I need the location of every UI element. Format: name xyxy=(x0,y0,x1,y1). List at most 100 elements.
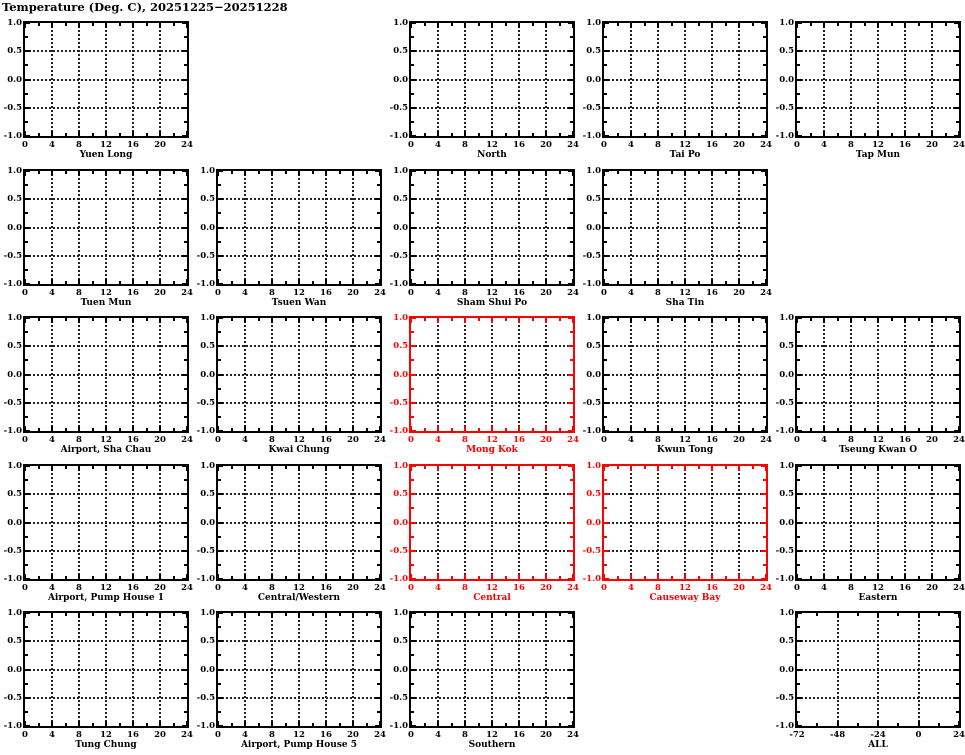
tick-mark xyxy=(797,535,800,538)
tick-mark xyxy=(568,317,573,319)
gridline-horizontal xyxy=(411,493,573,496)
x-tick-label: 16 xyxy=(706,583,718,593)
tick-mark xyxy=(491,426,493,431)
plot-frame-causeway-bay xyxy=(602,464,768,581)
tick-mark xyxy=(25,135,30,137)
tick-mark xyxy=(697,281,700,284)
tick-mark xyxy=(850,426,852,431)
tick-mark xyxy=(568,521,573,524)
tick-mark xyxy=(218,696,223,699)
y-tick-label: 0.0 xyxy=(200,517,215,528)
tick-mark xyxy=(411,725,416,727)
tick-mark xyxy=(271,721,273,726)
tick-mark xyxy=(25,612,30,614)
tick-mark xyxy=(375,283,380,285)
tick-mark xyxy=(477,613,480,616)
gridline-horizontal xyxy=(218,198,380,201)
tick-mark xyxy=(836,428,839,431)
tick-mark xyxy=(711,171,713,176)
tick-mark xyxy=(51,318,53,323)
tick-mark xyxy=(184,387,187,390)
tick-mark xyxy=(504,466,507,469)
y-tick-label: 0.5 xyxy=(7,194,22,205)
tick-mark xyxy=(352,279,354,284)
tick-mark xyxy=(603,171,605,176)
gridline-horizontal xyxy=(411,106,573,109)
tick-mark xyxy=(751,171,754,174)
x-tick-label: 0 xyxy=(794,140,800,150)
tick-mark xyxy=(604,387,607,390)
tick-mark xyxy=(797,78,802,81)
tick-mark xyxy=(491,466,493,471)
tick-mark xyxy=(816,613,819,616)
tick-mark xyxy=(797,563,800,566)
tick-mark xyxy=(491,23,493,28)
tick-mark xyxy=(765,426,767,431)
tick-mark xyxy=(91,281,94,284)
x-tick-label: 16 xyxy=(899,435,911,445)
tick-mark xyxy=(657,131,659,136)
x-tick-label: 12 xyxy=(486,730,498,740)
tick-mark xyxy=(464,613,466,618)
tick-mark xyxy=(218,430,223,432)
tick-mark xyxy=(375,198,380,201)
x-tick-label: 24 xyxy=(181,583,193,593)
tick-mark xyxy=(850,466,852,471)
tick-mark xyxy=(604,331,607,334)
x-tick-label: 4 xyxy=(435,730,441,740)
tick-mark xyxy=(724,171,727,174)
x-tick-label: 0 xyxy=(601,288,607,298)
tick-mark xyxy=(751,281,754,284)
tick-mark xyxy=(244,613,246,618)
tick-mark xyxy=(531,428,534,431)
tick-mark xyxy=(437,721,439,726)
tick-mark xyxy=(410,466,412,471)
y-tick-label: -0.5 xyxy=(389,102,408,113)
tick-mark xyxy=(931,23,933,28)
x-tick-label: 12 xyxy=(100,435,112,445)
gridline-horizontal xyxy=(604,78,766,81)
chart-cell-airport-pump-house-5: 1.0 0.5 0.0 -0.5 -1.0 0 4 8 12 16 20 24 Airport, Pum… xyxy=(193,603,386,751)
tick-mark xyxy=(184,507,187,510)
tick-mark xyxy=(531,466,534,469)
chart-cell-tai-po: 1.0 0.5 0.0 -0.5 -1.0 0 4 8 12 16 20 24 Tai Po xyxy=(579,13,772,161)
tick-mark xyxy=(118,613,121,616)
tick-mark xyxy=(25,521,30,524)
y-tick-label: 1.0 xyxy=(779,313,794,323)
x-tick-label: 0 xyxy=(22,435,28,445)
tick-mark xyxy=(684,279,686,284)
tick-mark xyxy=(518,279,520,284)
tick-mark xyxy=(763,331,766,334)
gridline-horizontal xyxy=(797,373,959,376)
tick-mark xyxy=(931,574,933,579)
tick-mark xyxy=(763,36,766,39)
tick-mark xyxy=(423,613,426,616)
tick-mark xyxy=(298,613,300,618)
tick-mark xyxy=(298,279,300,284)
tick-mark xyxy=(132,466,134,471)
tick-mark xyxy=(411,198,416,201)
tick-mark xyxy=(411,92,414,95)
tick-mark xyxy=(37,23,40,26)
tick-mark xyxy=(377,535,380,538)
tick-mark xyxy=(568,170,573,172)
tick-mark xyxy=(311,281,314,284)
x-tick-label: 20 xyxy=(540,288,552,298)
y-tick-label: 0.0 xyxy=(779,517,794,528)
y-tick-label: 0.5 xyxy=(779,341,794,352)
x-tick-label: 16 xyxy=(320,288,332,298)
tick-mark xyxy=(379,574,381,579)
y-tick-label: 1.0 xyxy=(586,461,601,471)
tick-mark xyxy=(145,428,148,431)
tick-mark xyxy=(797,682,800,685)
tick-mark xyxy=(836,613,839,618)
tick-mark xyxy=(311,723,314,726)
tick-mark xyxy=(558,281,561,284)
tick-mark xyxy=(765,318,767,323)
x-tick-label: -48 xyxy=(829,730,846,740)
tick-mark xyxy=(271,426,273,431)
x-tick-label: 20 xyxy=(347,730,359,740)
tick-mark xyxy=(24,466,26,471)
tick-mark xyxy=(184,626,187,629)
x-tick-label: 24 xyxy=(374,435,386,445)
